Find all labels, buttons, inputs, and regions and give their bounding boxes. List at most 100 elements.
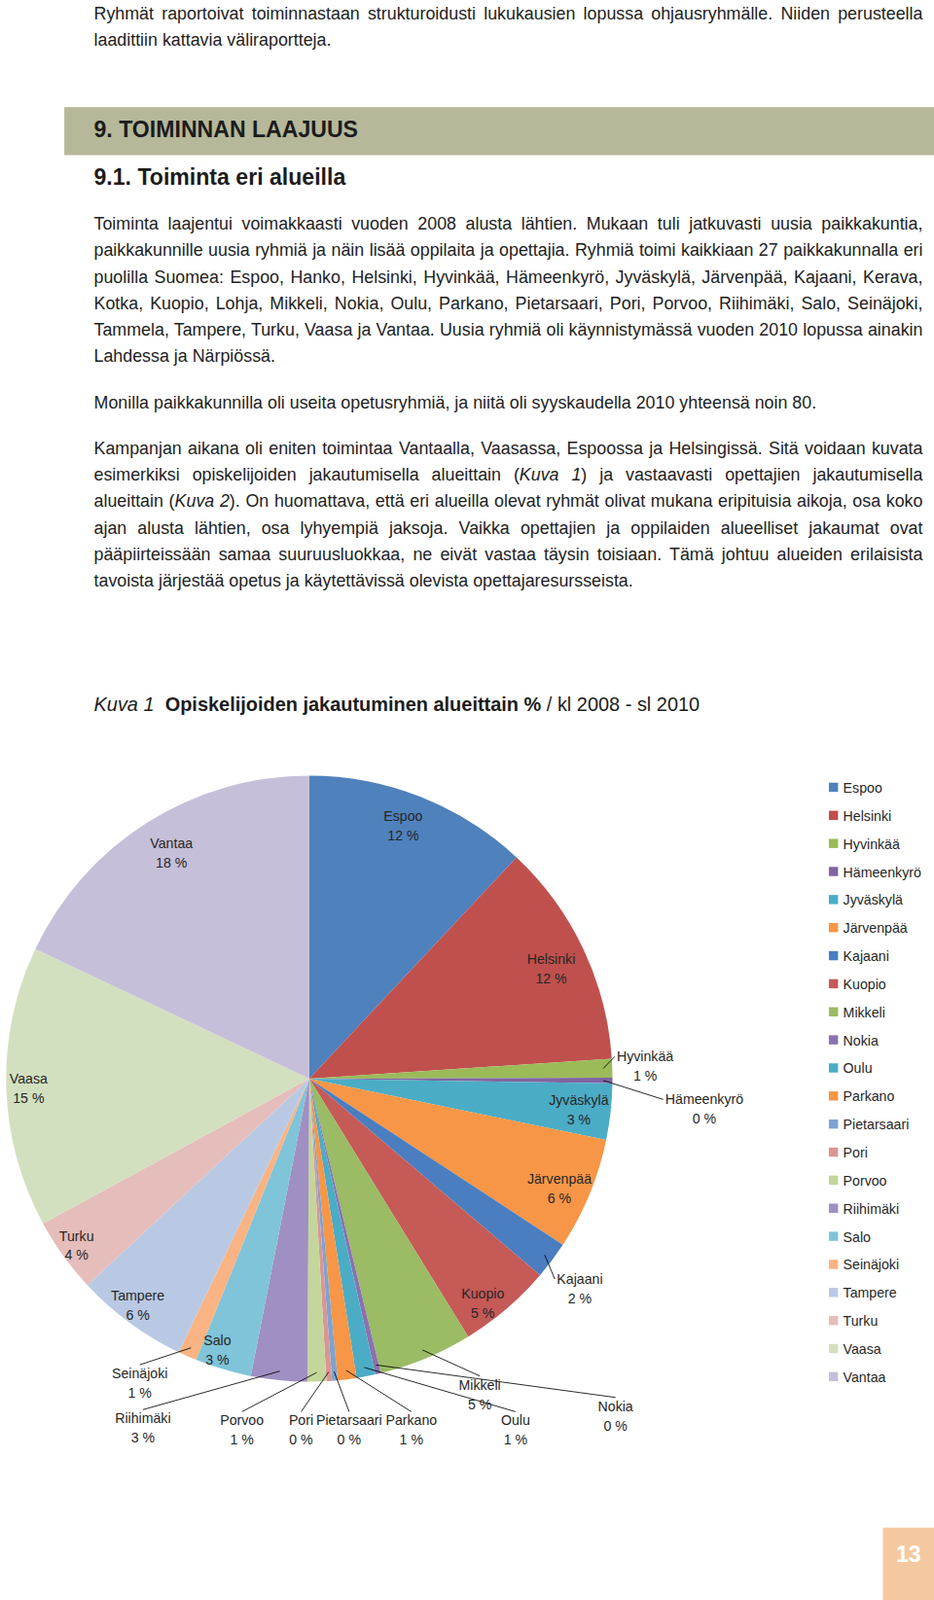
legend-label: Tampere [843,1285,898,1301]
slice-value: 4 % [64,1247,89,1263]
legend-swatch [828,951,838,961]
slice-label: Seinäjoki [111,1365,168,1382]
text-run: Toiminta laajentui voimakkaasti vuoden 2… [94,214,924,366]
slice-label: Tampere [110,1288,165,1304]
paragraph: Monilla paikkakunnilla oli useita opetus… [94,390,924,417]
slice-value: 3 % [205,1352,230,1368]
text-run: Monilla paikkakunnilla oli useita opetus… [94,393,818,413]
text-run: Kuva 1 [519,465,582,485]
slice-value: 1 % [399,1432,425,1448]
legend-label: Salo [843,1229,871,1246]
subheading: 9.1. Toiminta eri alueilla [94,164,347,191]
legend-label: Järvenpää [843,920,908,936]
slice-label: Vaasa [9,1071,48,1087]
slice-label: Kuopio [461,1286,504,1302]
slice-label: Oulu [501,1412,531,1429]
legend-swatch [828,1231,838,1241]
chart-title: Opiskelijoiden jakautuminen alueittain % [165,693,542,716]
slice-value: 15 % [12,1090,45,1107]
slice-label: Pietarsaari [316,1412,383,1429]
slice-label: Järvenpää [527,1171,592,1187]
legend-swatch [828,1119,838,1129]
legend-swatch [828,1259,838,1269]
slice-label: Jyväskylä [548,1092,609,1109]
legend-swatch [828,1344,838,1354]
slice-value: 3 % [567,1112,592,1128]
leader-line [333,1371,349,1412]
slice-label: Hämeenkyrö [665,1091,744,1108]
legend-label: Espoo [843,780,883,796]
slice-label: Espoo [383,808,423,825]
legend-label: Kajaani [843,948,890,965]
slice-value: 0 % [288,1432,314,1448]
slice-label: Pori [288,1412,314,1429]
legend-swatch [828,923,838,933]
legend-swatch [828,1035,838,1044]
pie-slice [309,858,612,1079]
legend-swatch [828,838,838,848]
slice-value: 12 % [535,970,568,987]
slice-labels: Espoo12 %Helsinki12 %Hyvinkää1 %Hämeenky… [9,808,744,1448]
legend-swatch [828,1091,838,1101]
slice-value: 6 % [125,1307,150,1324]
page: Ryhmät raportoivat toiminnastaan struktu… [0,0,934,1600]
figure-label: Kuva 1 [94,693,155,716]
chart-subtitle: / kl 2008 - sl 2010 [546,693,700,716]
legend-label: Kuopio [843,976,887,993]
slice-label: Hyvinkää [616,1048,674,1065]
leader-line [301,1372,329,1413]
heading: 9. TOIMINNAN LAAJUUS [94,116,359,144]
legend-swatch [828,1007,838,1017]
slice-value: 6 % [547,1190,573,1207]
paragraph: Toiminta laajentui voimakkaasti vuoden 2… [94,211,924,371]
legend-swatch [828,866,838,876]
legend-swatch [828,1288,838,1297]
slice-value: 5 % [470,1305,496,1322]
spacer [540,693,547,716]
legend-label: Riihimäki [843,1201,899,1218]
leader-line [603,1080,664,1100]
legend-label: Parkano [843,1088,896,1105]
legend-swatch [828,1176,838,1186]
legend-label: Mikkeli [843,1005,886,1021]
slice-value: 0 % [603,1418,628,1435]
legend-label: Vantaa [843,1369,887,1386]
legend-label: Nokia [843,1033,879,1049]
slice-value: 12 % [387,827,420,844]
slice-value: 3 % [131,1430,156,1446]
legend-swatch [828,1204,838,1214]
slice-value: 0 % [692,1111,718,1127]
slice-value: 18 % [155,855,188,871]
slice-label: Salo [203,1332,231,1349]
slice-label: Turku [59,1228,95,1245]
legend-swatch [828,895,838,904]
leader-lines [140,1056,664,1412]
leader-line [603,1056,615,1069]
legend-label: Pietarsaari [843,1116,910,1133]
slice-value: 0 % [337,1432,362,1448]
leader-line [363,1367,515,1413]
figure-title: Kuva 1 Opiskelijoiden jakautuminen aluei… [94,693,701,717]
legend-label: Turku [843,1313,879,1330]
legend-label: Jyväskylä [843,892,903,908]
slice-value: 1 % [503,1432,529,1448]
pie-chart: Espoo 12 % Helsinki 12 % Hyvinkää 1 % Hämeenky… [0,0,934,1600]
slice-label: Parkano [385,1412,437,1429]
legend-label: Hyvinkää [843,836,900,853]
legend-label: Helsinki [843,808,893,825]
slices [5,775,612,1382]
slice-value: 2 % [568,1291,593,1307]
legend-label: Pori [843,1145,868,1161]
slice-label: Riihimäki [114,1410,171,1427]
legend-swatch [828,783,838,792]
page-number: 13 [883,1528,934,1600]
leader-line [544,1255,555,1280]
slice-value: 1 % [633,1068,658,1084]
legend: EspooHelsinkiHyvinkääHämeenkyröJyväskylä… [828,780,922,1386]
paragraph: Kampanjan aikana oli eniten toimintaa Va… [94,435,924,596]
pie-slice [307,1078,327,1383]
leader-line [140,1348,192,1366]
leader-line [346,1370,412,1413]
legend-swatch [828,1148,838,1157]
pie-slice [35,775,310,1079]
